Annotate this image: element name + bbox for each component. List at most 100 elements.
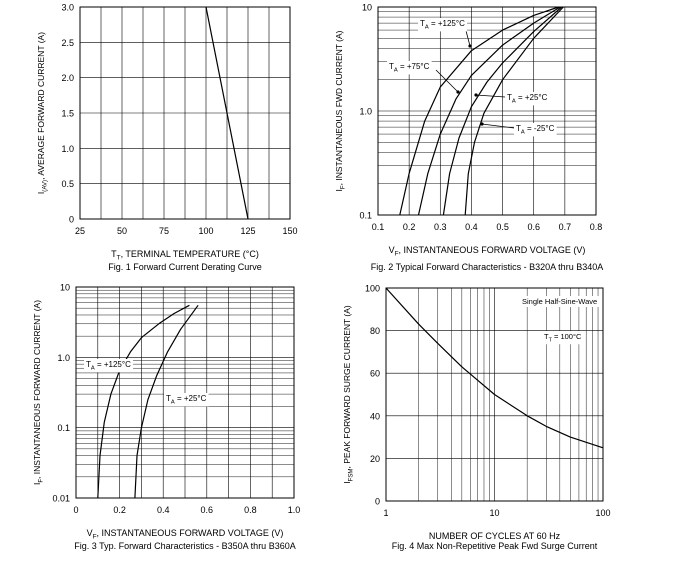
plot-frame [79, 6, 291, 220]
annotation-arrowhead [480, 122, 484, 126]
chart-3: 0.01 0.1 1.0 10 0 0.2 0.4 0.6 0.8 1.0 VF, INSTANTA… [32, 283, 300, 552]
y-tick-label: 0.5 [61, 179, 74, 189]
x-tick-label: 1.0 [288, 505, 301, 515]
x-tick-label: 0.5 [496, 222, 509, 232]
x-tick-label: 25 [75, 226, 85, 236]
annotation-minus25c: TA = -25°C [514, 123, 557, 137]
y-tick-label: 100 [365, 284, 380, 294]
x-tick-label: 0.4 [465, 222, 478, 232]
annotation-text: TA = +125°C [86, 360, 131, 371]
figure-caption: Fig. 1 Forward Current Derating Curve [108, 262, 262, 272]
y-tick-label: 10 [362, 3, 372, 13]
figure-caption: Fig. 2 Typical Forward Characteristics -… [371, 262, 603, 272]
series-line [205, 6, 249, 220]
x-tick-label: 125 [240, 226, 255, 236]
x-tick-label: 150 [282, 226, 297, 236]
x-tick-label: 0.3 [434, 222, 447, 232]
y-tick-label: 10 [60, 283, 70, 293]
y-axis-label: IFSM, PEAK FORWARD SURGE CURRENT (A) [342, 305, 355, 484]
x-tick-label: 0.2 [113, 505, 126, 515]
series-line [399, 6, 559, 216]
y-tick-label: 0.1 [57, 423, 70, 433]
gridlines [79, 6, 291, 220]
x-tick-label: 0.7 [559, 222, 572, 232]
y-tick-label: 80 [370, 326, 380, 336]
annotation-text: TA = +125°C [420, 19, 465, 30]
annotation-background [520, 296, 600, 307]
x-tick-label: 1 [383, 508, 388, 518]
series-line [385, 287, 604, 449]
y-tick-label: 1.5 [61, 109, 74, 119]
x-tick-label: 0.8 [244, 505, 257, 515]
gridlines [75, 286, 295, 499]
annotation-waveform: Single Half-Sine-Wave [520, 296, 600, 307]
y-tick-label: 1.0 [61, 144, 74, 154]
annotation-75c: TA = +75°C [387, 61, 432, 75]
series-line [417, 6, 561, 216]
figure-caption: Fig. 4 Max Non-Repetitive Peak Fwd Surge… [392, 541, 598, 551]
y-tick-label: 0.1 [359, 211, 372, 221]
annotation-text: TA = -25°C [516, 124, 555, 135]
annotation-125c: TA = +125°C [84, 359, 134, 373]
y-tick-label: 2.0 [61, 73, 74, 83]
annotation-arrowhead [474, 93, 478, 97]
series-line [134, 304, 199, 499]
figure-caption: Fig. 3 Typ. Forward Characteristics - B3… [74, 541, 295, 551]
annotation-text: Single Half-Sine-Wave [522, 297, 597, 306]
annotation-background [505, 92, 550, 106]
y-tick-label: 1.0 [57, 353, 70, 363]
annotation-temperature: TT = 100°C [542, 331, 584, 345]
y-tick-label: 0 [69, 215, 74, 225]
x-tick-label: 75 [159, 226, 169, 236]
y-tick-label: 20 [370, 454, 380, 464]
annotation-background [164, 393, 209, 407]
x-tick-label: 50 [117, 226, 127, 236]
annotation-25c: TA = +25°C [505, 92, 550, 106]
annotation-text: TA = +25°C [166, 394, 207, 405]
y-axis-label: I(AV), AVERAGE FORWARD CURRENT (A) [36, 32, 49, 194]
x-tick-label: 0.4 [157, 505, 170, 515]
annotation-background [84, 359, 134, 373]
y-tick-label: 3.0 [61, 3, 74, 13]
annotation-25c: TA = +25°C [164, 393, 209, 407]
annotation-text: TA = +25°C [507, 93, 548, 104]
x-tick-label: 0.6 [201, 505, 214, 515]
chart-1: 0 0.5 1.0 1.5 2.0 2.5 3.0 25 50 75 100 125 150 TT, TE… [36, 3, 298, 273]
x-tick-label: 0.8 [590, 222, 603, 232]
y-tick-label: 2.5 [61, 38, 74, 48]
annotation-text: TT = 100°C [544, 332, 582, 343]
annotation-125c: TA = +125°C [418, 18, 468, 32]
annotation-arrowhead [468, 44, 472, 48]
plot-frame [385, 287, 604, 502]
annotation-leader [435, 69, 459, 93]
x-tick-label: 100 [198, 226, 213, 236]
x-axis-label: TT, TERMINAL TEMPERATURE (°C) [111, 249, 259, 262]
annotation-background [542, 331, 584, 345]
x-axis-label: VF, INSTANTANEOUS FORWARD VOLTAGE (V) [389, 245, 586, 258]
x-tick-label: 100 [595, 508, 610, 518]
x-tick-label: 10 [489, 508, 499, 518]
x-tick-label: 0.2 [403, 222, 416, 232]
y-axis-label: IF, INSTANTANEOUS FORWARD CURRENT (A) [32, 300, 45, 485]
plot-frame [377, 6, 597, 216]
chart-4: 0 20 40 60 80 100 1 10 100 NUMBER OF CYCLES AT 60… [342, 284, 611, 552]
series-line [442, 6, 563, 216]
annotation-leader [481, 123, 515, 129]
plot-frame [75, 286, 295, 499]
x-tick-label: 0.6 [527, 222, 540, 232]
y-tick-label: 40 [370, 411, 380, 421]
chart-2: 0.1 1.0 10 0.1 0.2 0.3 0.4 0.5 0.6 0.7 0.8 VF, INST… [334, 3, 603, 273]
series-line [464, 6, 564, 216]
annotation-leader [475, 94, 506, 98]
y-tick-label: 0.01 [52, 494, 70, 504]
y-tick-label: 1.0 [359, 107, 372, 117]
y-axis-label: IF, INSTANTANEOUS FWD CURRENT (A) [334, 30, 347, 191]
x-tick-label: 0.1 [372, 222, 385, 232]
x-tick-label: 0 [73, 505, 78, 515]
annotation-background [514, 123, 557, 137]
x-axis-label: VF, INSTANTANEOUS FORWARD VOLTAGE (V) [87, 528, 284, 541]
annotation-background [387, 61, 432, 75]
y-tick-label: 60 [370, 369, 380, 379]
annotation-text: TA = +75°C [389, 62, 430, 73]
